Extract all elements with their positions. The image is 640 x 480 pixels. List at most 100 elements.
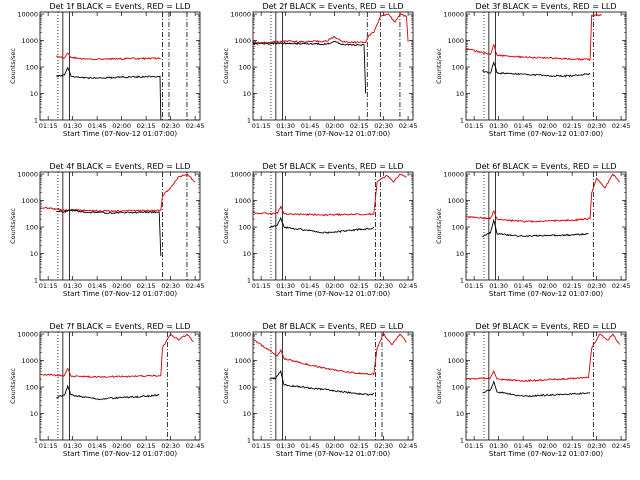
x-tick-label: 02:00	[325, 122, 344, 130]
lld-series-line	[39, 173, 196, 213]
y-tick-label: 1000	[447, 37, 464, 45]
panel-title: Det 6f BLACK = Events, RED = LLD	[475, 162, 616, 171]
panel-title: Det 5f BLACK = Events, RED = LLD	[262, 162, 403, 171]
y-tick-label: 100	[239, 383, 251, 391]
panel-title: Det 8f BLACK = Events, RED = LLD	[262, 322, 403, 331]
x-tick-label: 02:45	[399, 442, 418, 450]
panel-title: Det 4f BLACK = Events, RED = LLD	[49, 162, 190, 171]
x-tick-label: 02:30	[587, 122, 606, 130]
x-tick-label: 01:45	[88, 122, 107, 130]
y-axis-label: Counts/sec	[222, 208, 230, 244]
x-tick-label: 02:00	[325, 442, 344, 450]
x-tick-label: 02:15	[350, 282, 369, 290]
x-tick-label: 02:15	[350, 442, 369, 450]
x-axis-label: Start Time (07-Nov-12 01:07:00)	[276, 450, 390, 458]
y-axis-label: Counts/sec	[222, 368, 230, 404]
y-axis-label: Counts/sec	[435, 48, 443, 84]
lld-series-line	[56, 52, 161, 61]
x-tick-label: 02:15	[563, 282, 582, 290]
x-axis-label: Start Time (07-Nov-12 01:07:00)	[276, 290, 390, 298]
y-tick-label: 10000	[230, 330, 251, 338]
x-tick-label: 02:45	[186, 442, 205, 450]
x-tick-label: 02:30	[161, 442, 180, 450]
lld-series-line	[39, 333, 194, 379]
events-series-line	[56, 209, 162, 257]
x-tick-label: 01:45	[514, 122, 533, 130]
x-tick-label: 01:30	[63, 122, 82, 130]
panel-det-1: Det 1f BLACK = Events, RED = LLD 1 10 100 10…	[9, 2, 204, 138]
y-tick-label: 10	[30, 250, 38, 258]
x-tick-label: 02:00	[112, 282, 131, 290]
y-axis-label: Counts/sec	[9, 48, 17, 84]
y-tick-label: 10	[243, 90, 251, 98]
events-series-line	[56, 384, 160, 401]
x-tick-label: 01:15	[39, 442, 58, 450]
x-tick-label: 02:30	[161, 282, 180, 290]
panel-det-2: Det 2f BLACK = Events, RED = LLD 1 10 100 10…	[222, 2, 417, 138]
events-series-line	[482, 218, 589, 238]
lld-series-line	[252, 173, 407, 217]
y-axis-label: Counts/sec	[435, 208, 443, 244]
x-tick-label: 02:45	[186, 282, 205, 290]
lld-series-line	[465, 173, 620, 223]
x-tick-label: 01:30	[276, 282, 295, 290]
y-tick-label: 100	[452, 63, 464, 71]
y-tick-label: 1000	[447, 197, 464, 205]
x-tick-label: 02:30	[587, 282, 606, 290]
y-tick-label: 1	[247, 436, 251, 444]
x-tick-label: 02:45	[186, 122, 205, 130]
x-tick-label: 02:00	[112, 122, 131, 130]
y-tick-label: 1	[247, 276, 251, 284]
y-tick-label: 1	[34, 436, 38, 444]
panel-det-7: Det 7f BLACK = Events, RED = LLD 1 10 100 10…	[9, 322, 204, 458]
y-tick-label: 1	[460, 276, 464, 284]
y-tick-label: 1	[460, 436, 464, 444]
x-tick-label: 02:00	[538, 442, 557, 450]
x-tick-label: 01:15	[252, 442, 271, 450]
y-tick-label: 10000	[17, 10, 38, 18]
x-tick-label: 01:45	[301, 442, 320, 450]
events-series-line	[482, 60, 591, 78]
y-tick-label: 10	[243, 250, 251, 258]
panel-det-8: Det 8f BLACK = Events, RED = LLD 1 10 100 10…	[222, 322, 417, 458]
x-tick-label: 01:15	[39, 282, 58, 290]
y-tick-label: 100	[26, 223, 38, 231]
lld-series-line	[252, 333, 407, 376]
y-tick-label: 10000	[443, 170, 464, 178]
panel-title: Det 3f BLACK = Events, RED = LLD	[475, 2, 616, 11]
x-tick-label: 02:45	[612, 442, 631, 450]
x-tick-label: 02:15	[137, 282, 156, 290]
x-axis-label: Start Time (07-Nov-12 01:07:00)	[63, 290, 177, 298]
x-tick-label: 01:15	[465, 442, 484, 450]
lld-series-line	[465, 13, 602, 61]
x-tick-label: 01:30	[276, 122, 295, 130]
x-axis-label: Start Time (07-Nov-12 01:07:00)	[489, 450, 603, 458]
plot-frame	[465, 11, 627, 121]
panel-title: Det 1f BLACK = Events, RED = LLD	[49, 2, 190, 11]
y-tick-label: 10000	[17, 170, 38, 178]
x-tick-label: 02:30	[587, 442, 606, 450]
x-tick-label: 01:30	[489, 442, 508, 450]
y-axis-label: Counts/sec	[222, 48, 230, 84]
x-tick-label: 02:45	[612, 282, 631, 290]
y-tick-label: 1000	[234, 197, 251, 205]
x-tick-label: 01:45	[514, 282, 533, 290]
y-axis-label: Counts/sec	[435, 368, 443, 404]
x-tick-label: 02:15	[350, 122, 369, 130]
events-series-line	[252, 40, 367, 94]
x-tick-label: 02:15	[137, 122, 156, 130]
x-tick-label: 01:45	[88, 282, 107, 290]
y-tick-label: 100	[452, 223, 464, 231]
x-axis-label: Start Time (07-Nov-12 01:07:00)	[489, 130, 603, 138]
y-tick-label: 1	[460, 116, 464, 124]
x-tick-label: 02:15	[137, 442, 156, 450]
events-series-line	[56, 66, 162, 121]
x-tick-label: 01:45	[88, 442, 107, 450]
y-tick-label: 10	[243, 410, 251, 418]
x-axis-label: Start Time (07-Nov-12 01:07:00)	[63, 450, 177, 458]
plot-frame	[465, 171, 627, 281]
x-tick-label: 02:45	[612, 122, 631, 130]
y-tick-label: 10	[30, 90, 38, 98]
panel-det-5: Det 5f BLACK = Events, RED = LLD 1 10 100 10…	[222, 162, 417, 298]
